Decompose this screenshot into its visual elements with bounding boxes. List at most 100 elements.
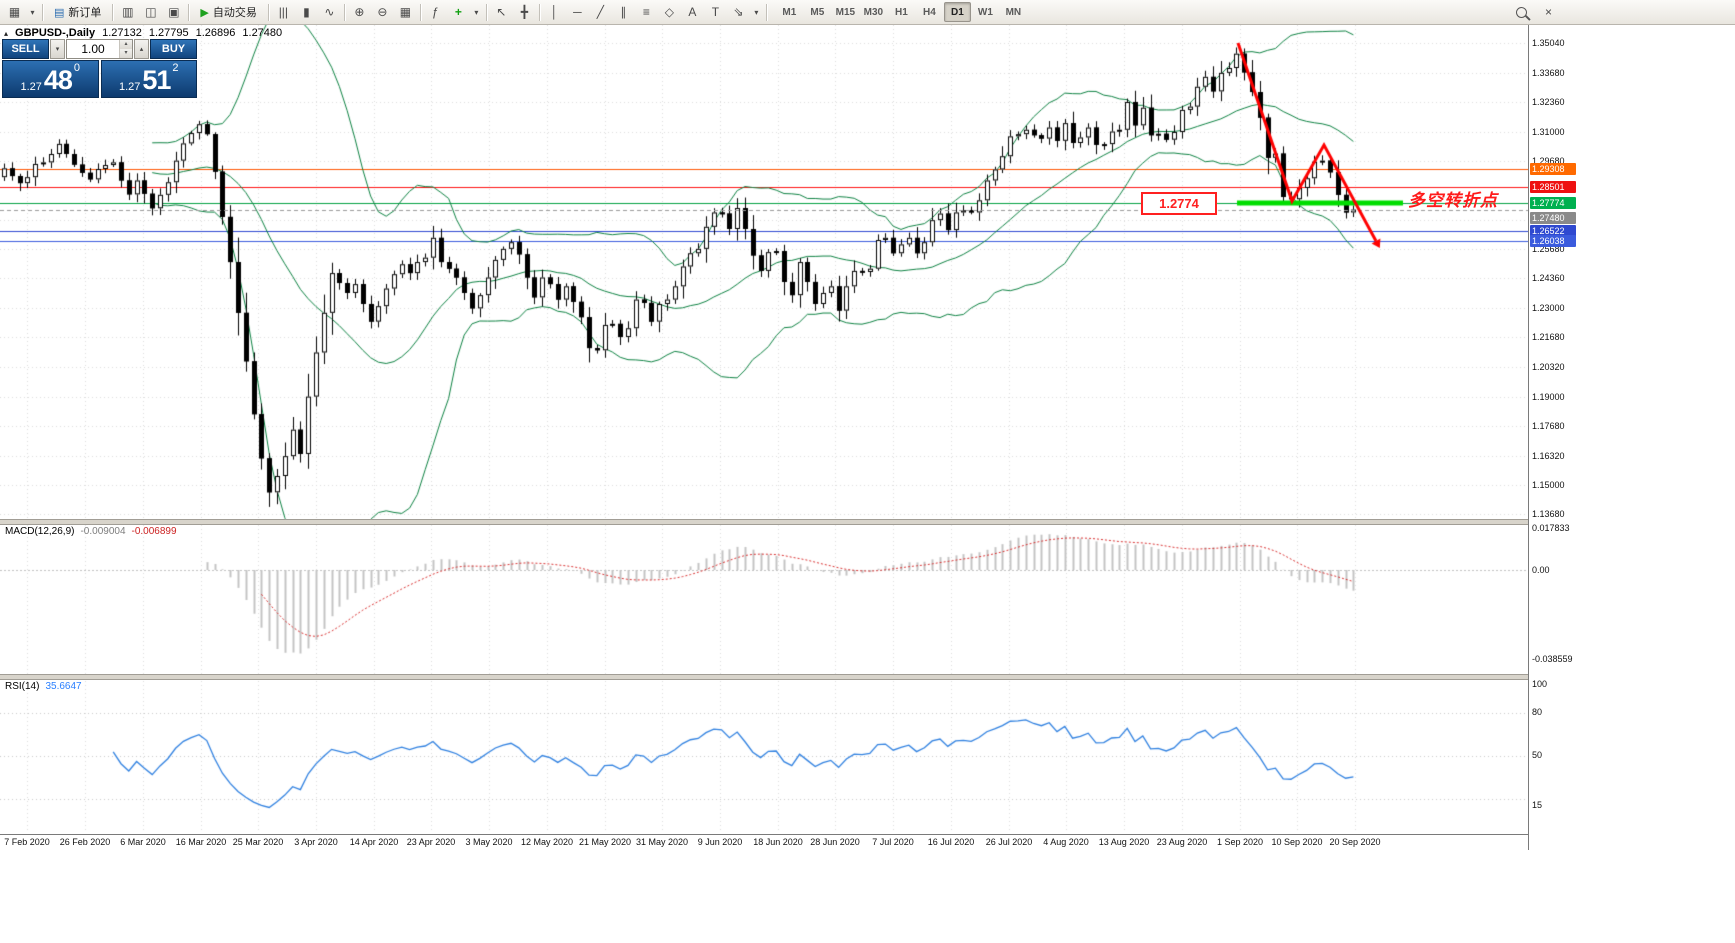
date-label: 12 May 2020 (520, 837, 574, 847)
toolbar-separator (343, 3, 345, 21)
bar-chart-icon[interactable]: ||| (278, 5, 289, 19)
chart-profiles-icon[interactable]: ▾ (30, 7, 35, 17)
pane-separator-macd[interactable] (0, 519, 1575, 525)
buy-dropdown-icon[interactable]: ▴ (134, 39, 149, 59)
date-label: 9 Jun 2020 (697, 837, 743, 847)
sell-dropdown-icon[interactable]: ▾ (50, 39, 65, 59)
date-label: 28 Jun 2020 (810, 837, 860, 847)
buy-price-box[interactable]: 1.27 51 2 (100, 60, 197, 98)
volume-up-icon[interactable]: ▴ (120, 40, 132, 49)
turning-point-price-label[interactable]: 1.2774 (1141, 192, 1217, 215)
objects-dropdown-icon[interactable]: ▾ (474, 7, 479, 17)
timeframe-m30[interactable]: M30 (863, 6, 884, 18)
new-order-button-label: 新订单 (68, 7, 102, 19)
zoom-in-icon[interactable]: ⊕ (354, 5, 365, 19)
date-label: 3 May 2020 (465, 837, 513, 847)
toolbar-separator (419, 3, 421, 21)
date-label: 13 Aug 2020 (1098, 837, 1150, 847)
price-tick: 1.25680 (1532, 244, 1565, 255)
volume-input[interactable]: 1.00 ▴ ▾ (66, 39, 133, 59)
new-chart-icon[interactable]: ▦ (8, 5, 21, 19)
toolbar-separator (538, 3, 540, 21)
timeframe-m5[interactable]: M5 (810, 6, 825, 18)
price-tick: 1.32360 (1532, 96, 1565, 107)
timeframe-mn[interactable]: MN (1005, 6, 1022, 18)
toolbar-separator (485, 3, 487, 21)
price-tick: 1.31000 (1532, 126, 1565, 137)
indicator-add-icon[interactable]: + (454, 5, 462, 19)
timeframe-m15[interactable]: M15 (835, 6, 856, 18)
candlestick-chart-icon[interactable]: ▮ (303, 5, 310, 19)
rsi-axis-15: 15 (1532, 800, 1543, 810)
text-icon[interactable]: A (688, 5, 697, 19)
arrows-dropdown-icon[interactable]: ▾ (754, 7, 759, 17)
buy-button[interactable]: BUY (150, 39, 197, 59)
turning-point-note[interactable]: 多空转折点 (1408, 191, 1498, 210)
sell-price-box[interactable]: 1.27 48 0 (2, 60, 99, 98)
autotrade-button-label: 自动交易 (212, 7, 257, 19)
indicators-icon[interactable]: ƒ (432, 5, 439, 19)
close-chart-icon[interactable]: × (1544, 5, 1552, 19)
chart-window: ▴ GBPUSD-,Daily 1.27132 1.27795 1.26896 … (0, 25, 1735, 943)
cursor-icon[interactable]: ↖ (496, 5, 507, 19)
price-tick: 1.24360 (1532, 273, 1565, 284)
horizontal-line-icon[interactable]: ─ (573, 5, 582, 19)
macd-name: MACD(12,26,9) (5, 526, 75, 537)
timeframe-w1[interactable]: W1 (977, 6, 993, 18)
date-label: 26 Feb 2020 (59, 837, 111, 847)
autotrade-button[interactable]: ▶ 自动交易 (192, 1, 264, 23)
sell-price-big: 48 (43, 65, 73, 95)
level-price-flag: 1.26522 (1530, 224, 1576, 237)
buy-price-big: 51 (142, 65, 171, 95)
price-tick: 1.23000 (1532, 303, 1565, 314)
zoom-out-icon[interactable]: ⊖ (377, 5, 388, 19)
timeframe-h4[interactable]: H4 (922, 6, 936, 18)
price-tick: 1.19000 (1532, 391, 1565, 402)
pane-separator-rsi[interactable] (0, 674, 1575, 680)
price-tick: 1.13680 (1532, 508, 1565, 519)
toolbar-separator (765, 3, 767, 21)
timeframe-h1[interactable]: H1 (894, 6, 908, 18)
level-price-flag: 1.29308 (1530, 163, 1576, 176)
chart-ohlc-info: ▴ GBPUSD-,Daily 1.27132 1.27795 1.26896 … (4, 27, 282, 39)
toolbar-right-group: × (1510, 1, 1560, 23)
macd-axis-max: 0.017833 (1532, 523, 1570, 533)
crosshair-icon[interactable]: ╋ (520, 5, 528, 19)
ohlc-open: 1.27132 (102, 27, 142, 39)
text-label-icon[interactable]: T (711, 5, 720, 19)
price-tick: 1.20320 (1532, 362, 1565, 373)
time-axis: 7 Feb 2020 26 Feb 2020 6 Mar 2020 16 Mar 20… (0, 834, 1575, 851)
new-order-button[interactable]: ▤ 新订单 (46, 1, 109, 23)
navigator-icon[interactable]: ▣ (168, 5, 180, 19)
date-label: 25 Mar 2020 (232, 837, 284, 847)
new-order-button-icon: ▤ (54, 6, 65, 19)
trendline-icon[interactable]: ╱ (596, 5, 604, 19)
timeframe-d1[interactable]: D1 (943, 2, 971, 22)
data-window-icon[interactable]: ◫ (145, 5, 157, 19)
sell-button[interactable]: SELL (2, 39, 49, 59)
rsi-name: RSI(14) (5, 681, 40, 692)
tile-windows-icon[interactable]: ▦ (399, 5, 412, 19)
price-chart-canvas[interactable] (0, 25, 1575, 850)
shapes-icon[interactable]: ◇ (664, 5, 674, 19)
date-label: 31 May 2020 (635, 837, 689, 847)
equidistant-channel-icon[interactable]: ∥ (620, 5, 627, 19)
fibonacci-icon[interactable]: ≡ (642, 5, 650, 19)
timeframe-toolbar: M1 M5 M15 M30 H1 H4 D1 W1 MN (776, 2, 1027, 22)
date-label: 21 May 2020 (578, 837, 632, 847)
market-watch-icon[interactable]: ▥ (122, 5, 134, 19)
volume-stepper[interactable]: ▴ ▾ (119, 40, 132, 58)
rsi-axis-50: 50 (1532, 750, 1543, 760)
toolbar-separator (42, 3, 43, 21)
date-label: 26 Jul 2020 (985, 837, 1033, 847)
arrow-objects-icon[interactable]: ⇘ (733, 5, 744, 19)
date-label: 7 Jul 2020 (872, 837, 914, 847)
search-icon[interactable] (1510, 1, 1533, 23)
vertical-line-icon[interactable]: │ (550, 5, 559, 19)
timeframe-m1[interactable]: M1 (782, 6, 797, 18)
price-tick: 1.21680 (1532, 332, 1565, 343)
date-label: 23 Aug 2020 (1156, 837, 1208, 847)
volume-down-icon[interactable]: ▾ (120, 49, 132, 58)
date-label: 3 Apr 2020 (294, 837, 338, 847)
line-chart-icon[interactable]: ∿ (324, 5, 335, 19)
